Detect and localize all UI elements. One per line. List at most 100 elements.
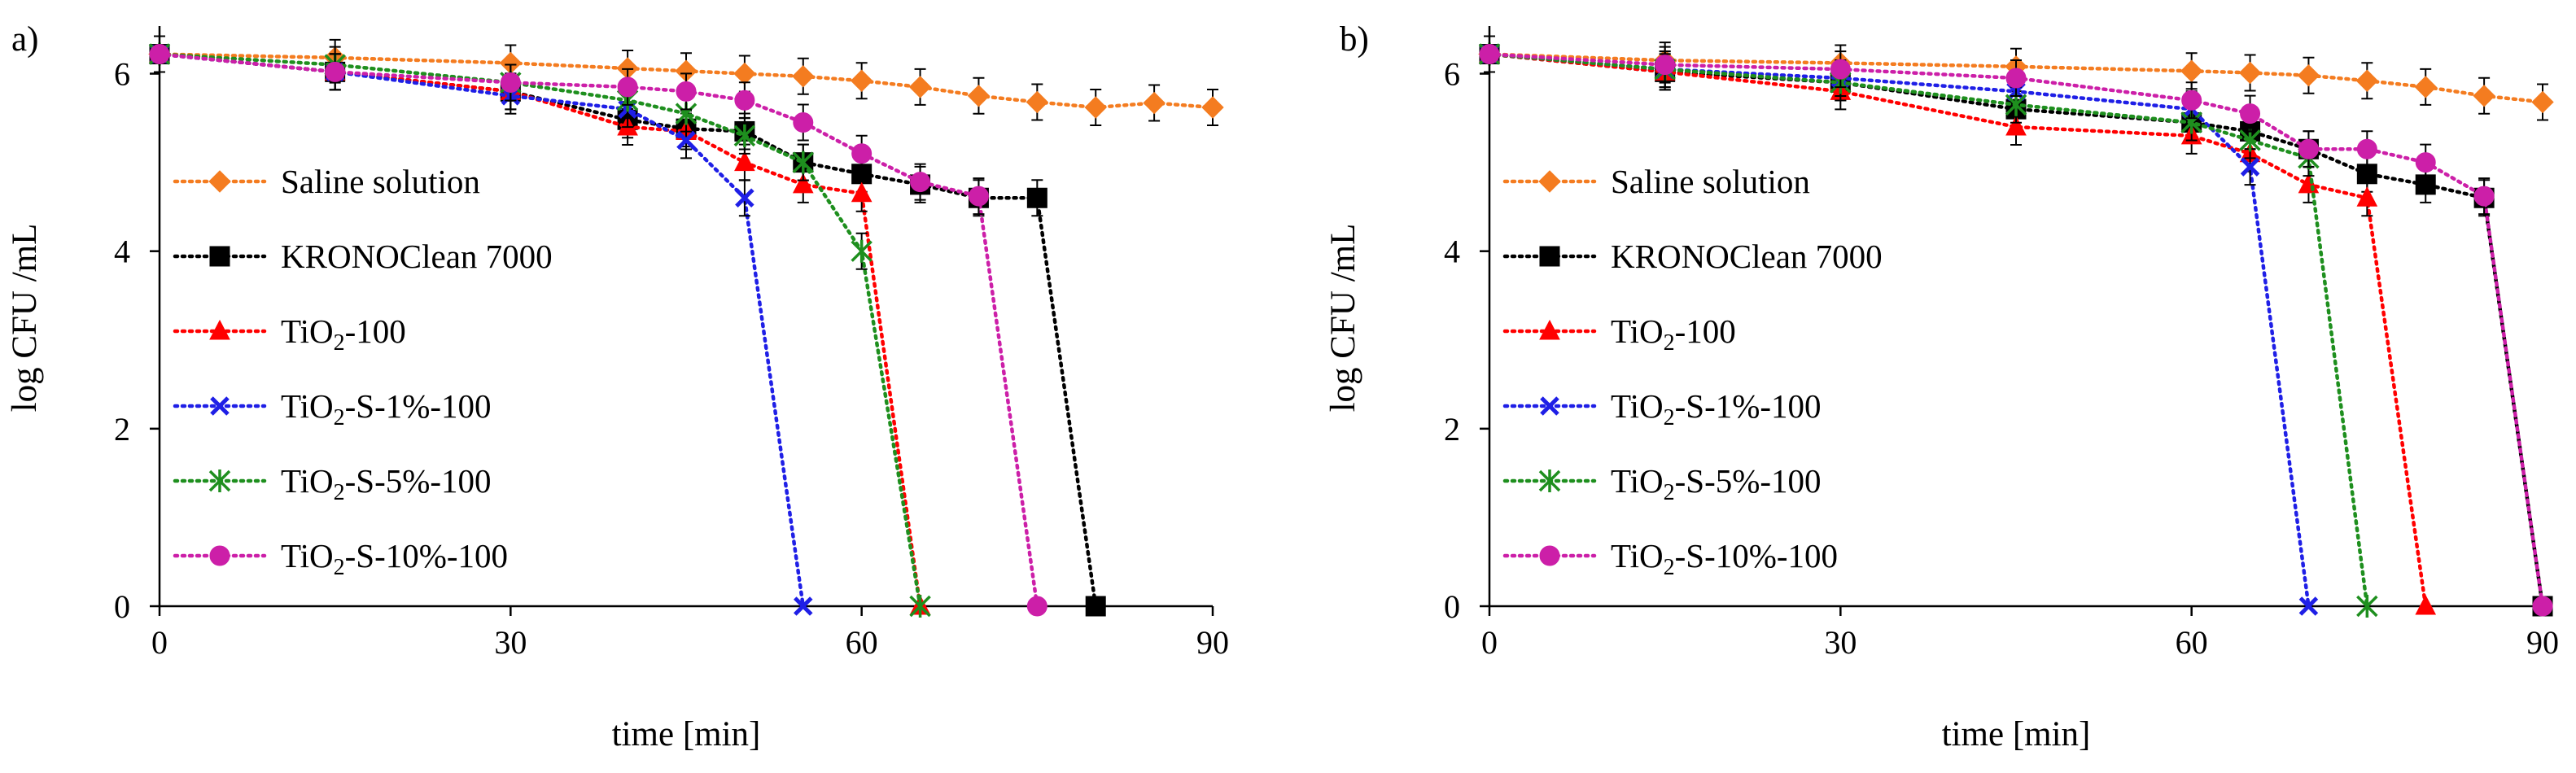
x-tick-label: 30 bbox=[494, 624, 527, 661]
chart-panel-b: b) 0 30 60 90 0 2 4 6 time [min] log CFU /mL Saline… bbox=[1324, 20, 2559, 753]
legend-marker bbox=[208, 469, 231, 492]
data-point bbox=[850, 69, 873, 92]
x-tick-label: 90 bbox=[1196, 624, 1229, 661]
data-point bbox=[500, 72, 521, 93]
legend-item: TiO2-S-1%-100 bbox=[1502, 387, 1822, 430]
x-axis-title: time [min] bbox=[612, 715, 761, 753]
data-point bbox=[2355, 69, 2379, 92]
legend-marker bbox=[1538, 170, 1561, 193]
data-point bbox=[149, 44, 170, 65]
legend-item: KRONOClean 7000 bbox=[1502, 238, 1883, 275]
data-point bbox=[2238, 61, 2262, 85]
data-point bbox=[2532, 596, 2553, 617]
data-point bbox=[2473, 186, 2495, 207]
x-axis-title: time [min] bbox=[1942, 715, 2091, 753]
data-point bbox=[676, 81, 697, 102]
y-tick-label: 4 bbox=[114, 234, 130, 270]
legend-marker bbox=[1539, 246, 1560, 267]
data-point bbox=[2356, 138, 2377, 159]
data-point bbox=[909, 595, 931, 618]
panel-label: b) bbox=[1340, 20, 1369, 59]
legend-label: TiO2-S-5%-100 bbox=[281, 462, 492, 505]
legend-label: TiO2-S-1%-100 bbox=[1611, 387, 1822, 430]
data-point bbox=[735, 188, 754, 208]
legend-marker bbox=[1538, 469, 1561, 492]
data-point bbox=[1830, 59, 1851, 80]
x-tick-label: 60 bbox=[846, 624, 878, 661]
legend-item: TiO2-S-5%-100 bbox=[173, 462, 492, 505]
data-point bbox=[733, 62, 756, 85]
data-point bbox=[851, 239, 873, 263]
data-point bbox=[1026, 596, 1047, 617]
data-point bbox=[2180, 59, 2203, 82]
legend-item: Saline solution bbox=[1502, 163, 1810, 200]
legend-marker bbox=[209, 319, 230, 340]
legend-label: TiO2-100 bbox=[281, 312, 406, 356]
legend-marker bbox=[209, 545, 230, 566]
y-tick-label: 0 bbox=[114, 588, 130, 625]
data-point bbox=[325, 61, 346, 82]
y-tick-label: 2 bbox=[1444, 411, 1460, 448]
x-tick-label: 0 bbox=[1481, 624, 1498, 661]
data-point bbox=[967, 85, 991, 107]
legend-label: KRONOClean 7000 bbox=[1611, 238, 1883, 275]
data-point bbox=[2414, 76, 2437, 98]
data-point bbox=[734, 90, 755, 111]
data-point bbox=[794, 596, 813, 616]
data-point bbox=[2531, 90, 2554, 114]
data-point bbox=[1479, 44, 1500, 65]
legend-item: TiO2-S-5%-100 bbox=[1502, 462, 1822, 505]
data-point bbox=[910, 172, 931, 193]
legend-label: TiO2-S-5%-100 bbox=[1611, 462, 1822, 505]
data-point bbox=[1655, 55, 1676, 76]
data-point bbox=[1084, 96, 1107, 119]
data-point bbox=[968, 186, 989, 207]
legend-marker bbox=[1539, 545, 1560, 566]
data-point bbox=[676, 130, 696, 151]
legend-item: TiO2-S-10%-100 bbox=[173, 537, 508, 580]
series-line-tio2-s-5-100 bbox=[157, 52, 922, 609]
chart-panel-a: a) 0 30 60 90 0 2 4 6 time [min] log CFU /mL Saline… bbox=[6, 20, 1229, 753]
legend-label: Saline solution bbox=[1611, 163, 1810, 200]
x-tick-label: 30 bbox=[1824, 624, 1857, 661]
data-point bbox=[1085, 596, 1106, 617]
legend-marker bbox=[1539, 319, 1560, 340]
data-point bbox=[2415, 594, 2437, 615]
data-point bbox=[792, 65, 815, 88]
data-point bbox=[2473, 85, 2495, 107]
legend-label: TiO2-S-1%-100 bbox=[281, 387, 492, 430]
data-point bbox=[851, 181, 873, 203]
data-point bbox=[2240, 103, 2261, 124]
y-tick-label: 6 bbox=[1444, 56, 1460, 93]
y-axis-title: log CFU /mL bbox=[6, 224, 44, 413]
y-tick-label: 0 bbox=[1444, 588, 1460, 625]
data-point bbox=[793, 112, 814, 133]
data-point bbox=[617, 76, 638, 98]
data-point bbox=[2239, 129, 2261, 152]
data-point bbox=[2356, 186, 2378, 207]
legend-label: TiO2-S-10%-100 bbox=[1611, 537, 1838, 580]
legend-marker bbox=[210, 396, 230, 416]
legend-marker bbox=[1540, 396, 1559, 416]
legend-item: TiO2-100 bbox=[1502, 312, 1736, 356]
data-point bbox=[792, 151, 815, 174]
legend-item: KRONOClean 7000 bbox=[173, 238, 553, 275]
y-tick-label: 6 bbox=[114, 56, 130, 93]
data-point bbox=[1143, 91, 1166, 115]
legend-label: Saline solution bbox=[281, 163, 480, 200]
x-tick-label: 60 bbox=[2176, 624, 2208, 661]
data-point bbox=[734, 151, 755, 172]
x-tick-label: 0 bbox=[151, 624, 168, 661]
y-tick-label: 2 bbox=[114, 411, 130, 448]
data-point bbox=[2356, 595, 2378, 618]
series-tio2-s-10-100 bbox=[1479, 35, 2553, 617]
data-point bbox=[2415, 152, 2436, 173]
data-point bbox=[2298, 138, 2319, 159]
legend-item: Saline solution bbox=[173, 163, 480, 200]
legend-label: KRONOClean 7000 bbox=[281, 238, 553, 275]
legend-item: TiO2-S-10%-100 bbox=[1502, 537, 1838, 580]
data-point bbox=[2298, 173, 2320, 194]
series-line-tio2-100 bbox=[1487, 52, 2428, 609]
data-point bbox=[908, 76, 932, 98]
